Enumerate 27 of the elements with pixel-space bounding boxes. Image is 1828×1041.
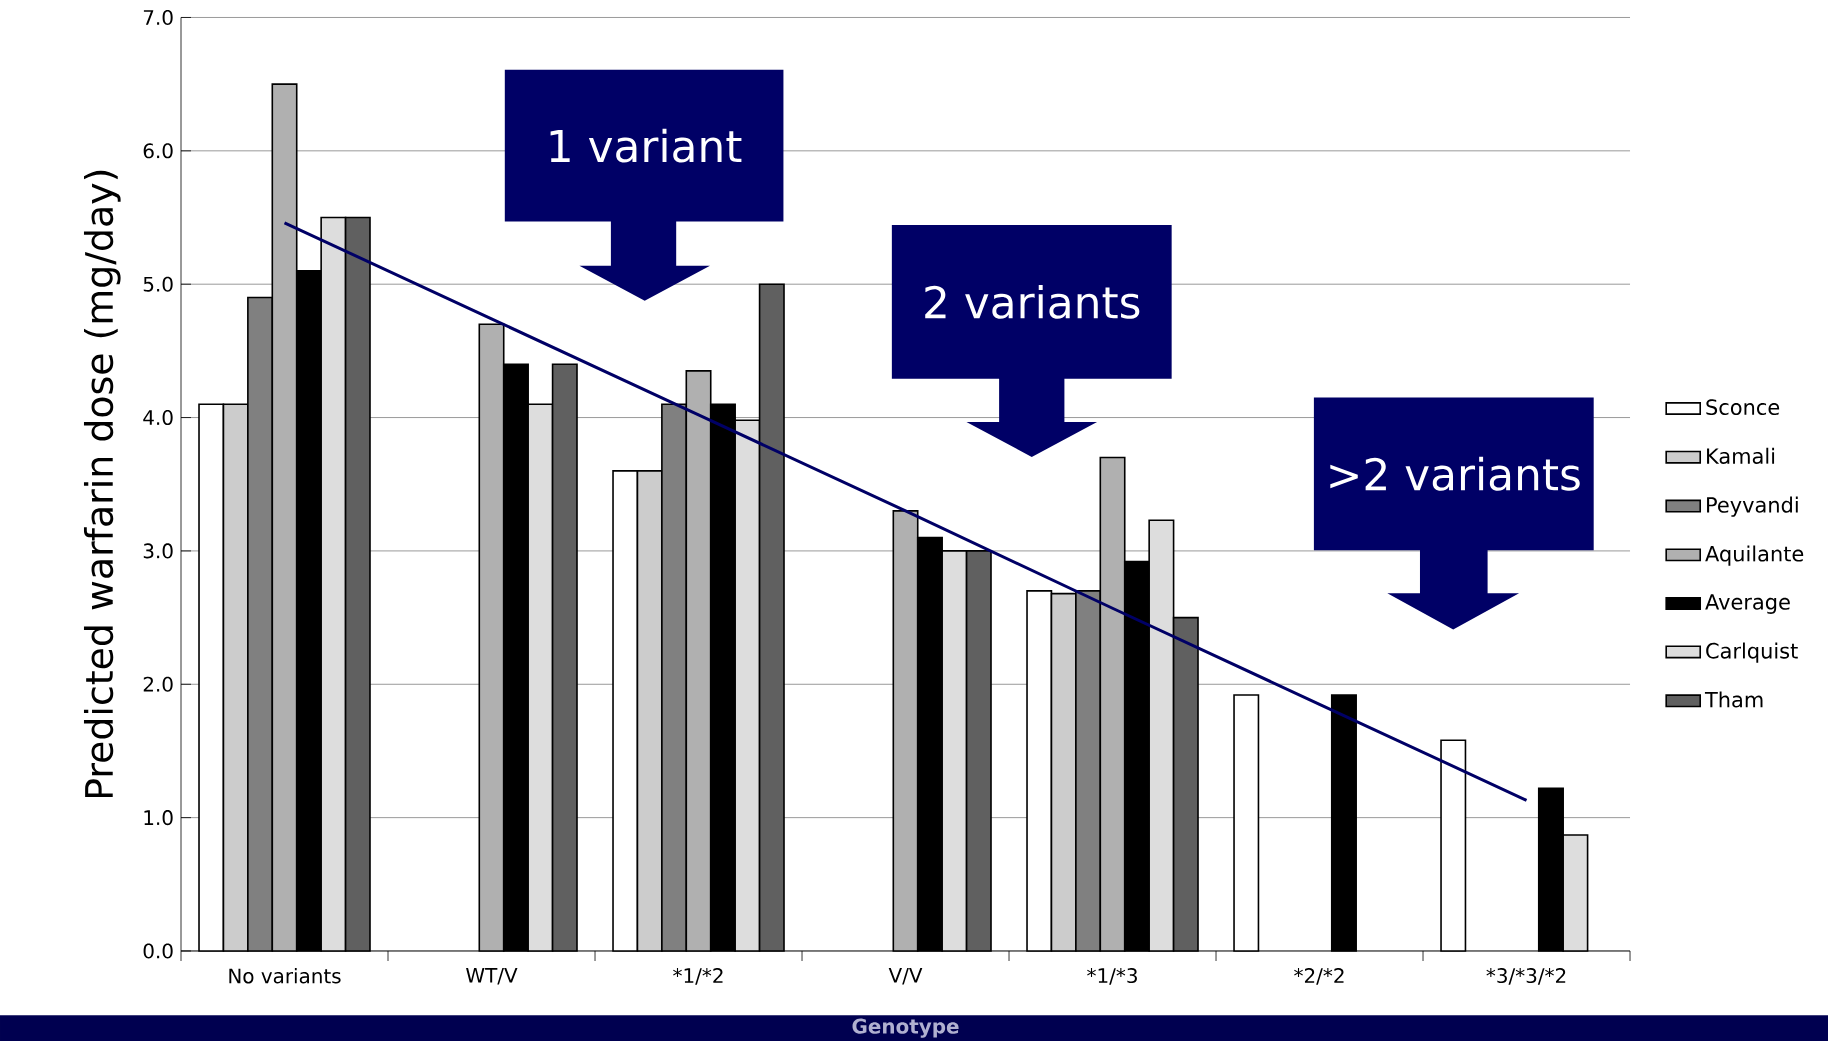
x-tick-label: *3/*3/*2 [1486, 968, 1566, 985]
legend-label: Peyvandi [1707, 496, 1798, 517]
x-axis-title: Genotype [852, 1018, 959, 1038]
legend-label: Kamali [1707, 447, 1775, 464]
annotation: 2 variants [925, 284, 1140, 319]
annotation: 1 variant [550, 128, 742, 163]
annotation: >2 variants [1330, 456, 1580, 491]
y-tick-label: 1.0 [144, 810, 173, 826]
y-tick-label: 4.0 [143, 409, 173, 426]
legend-label: Tham [1704, 691, 1763, 708]
y-tick-label: 2.0 [143, 676, 173, 692]
x-tick-label: *1/*3 [1087, 968, 1137, 985]
legend-label: Sconce [1706, 399, 1780, 416]
y-tick-label: 5.0 [143, 276, 173, 292]
x-tick-label: V/V [888, 968, 923, 985]
legend-label: Average [1705, 594, 1790, 614]
y-tick-label: 0.0 [143, 943, 173, 959]
x-tick-label: No variants [229, 968, 341, 984]
y-tick-label: 7.0 [143, 9, 173, 26]
y-axis-title: Predicted warfarin dose (mg/day) [83, 170, 121, 798]
x-tick-label: *2/*2 [1294, 968, 1344, 985]
y-tick-label: 3.0 [143, 543, 173, 559]
x-tick-label: WT/V [466, 968, 518, 985]
legend-label: Carlquist [1706, 642, 1798, 663]
legend-label: Aquilante [1705, 545, 1804, 566]
x-tick-label: *1/*2 [673, 968, 723, 985]
y-tick-label: 6.0 [143, 143, 173, 159]
